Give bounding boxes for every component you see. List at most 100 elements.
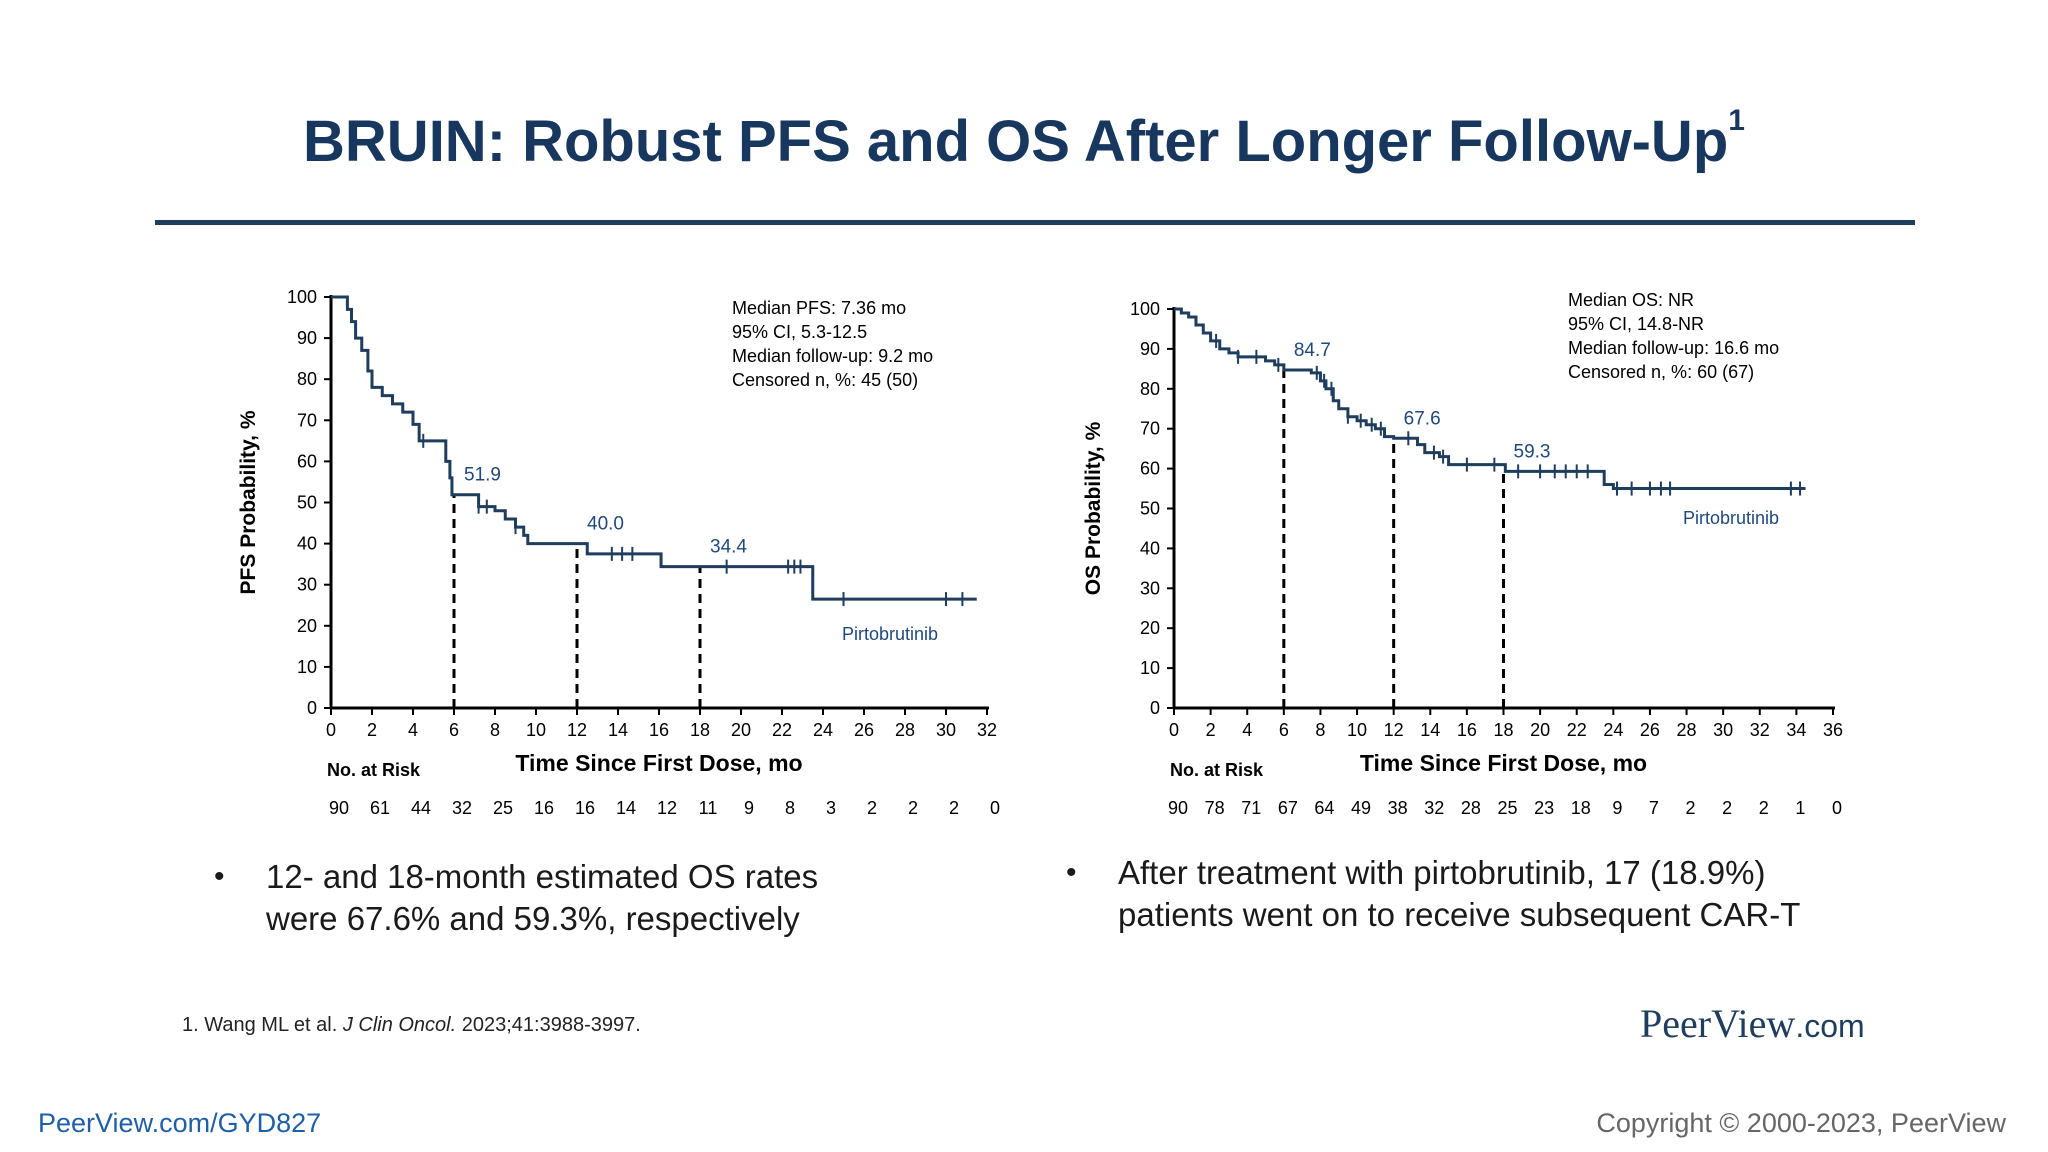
x-tick-label: 10: [1347, 720, 1367, 740]
peerview-logo: PeerView.com: [1640, 1000, 1865, 1047]
at-risk-count: 71: [1241, 798, 1261, 818]
x-tick-label: 36: [1823, 720, 1843, 740]
bullet-dot: •: [1066, 856, 1077, 889]
footnote-journal: J Clin Oncol.: [342, 1014, 457, 1036]
y-tick-label: 100: [287, 287, 317, 307]
at-risk-count: 67: [1278, 798, 1298, 818]
at-risk-count: 32: [452, 798, 472, 818]
stats-line: 95% CI, 14.8-NR: [1568, 314, 1704, 334]
at-risk-count: 2: [1686, 798, 1696, 818]
at-risk-count: 2: [1722, 798, 1732, 818]
y-tick-label: 20: [1140, 618, 1160, 638]
x-tick-label: 24: [1603, 720, 1623, 740]
at-risk-count: 64: [1314, 798, 1334, 818]
bullet-line: After treatment with pirtobrutinib, 17 (…: [1118, 854, 1766, 891]
x-tick-label: 12: [567, 720, 587, 740]
x-tick-label: 20: [1530, 720, 1550, 740]
y-tick-label: 30: [1140, 578, 1160, 598]
bullet-line: were 67.6% and 59.3%, respectively: [266, 900, 800, 937]
x-tick-label: 6: [1279, 720, 1289, 740]
at-risk-count: 18: [1571, 798, 1591, 818]
stats-line: Median follow-up: 16.6 mo: [1568, 338, 1779, 358]
y-tick-label: 50: [297, 493, 317, 513]
at-risk-count: 25: [1497, 798, 1517, 818]
at-risk-count: 28: [1461, 798, 1481, 818]
stats-line: Censored n, %: 45 (50): [732, 370, 918, 390]
x-tick-label: 28: [1677, 720, 1697, 740]
bottom-url-link[interactable]: PeerView.com/GYD827: [38, 1108, 322, 1138]
y-tick-label: 90: [1140, 339, 1160, 359]
at-risk-count: 8: [785, 798, 795, 818]
x-axis-label: Time Since First Dose, mo: [1360, 750, 1647, 776]
x-tick-label: 4: [408, 720, 418, 740]
bullet-dot: •: [214, 860, 225, 893]
at-risk-count: 0: [990, 798, 1000, 818]
at-risk-label: No. at Risk: [1170, 760, 1264, 780]
at-risk-count: 78: [1205, 798, 1225, 818]
at-risk-count: 3: [826, 798, 836, 818]
at-risk-count: 49: [1351, 798, 1371, 818]
y-tick-label: 80: [297, 369, 317, 389]
x-tick-label: 10: [526, 720, 546, 740]
x-tick-label: 30: [1713, 720, 1733, 740]
x-tick-label: 2: [367, 720, 377, 740]
x-tick-label: 18: [1493, 720, 1513, 740]
at-risk-count: 23: [1534, 798, 1554, 818]
at-risk-count: 2: [949, 798, 959, 818]
copyright-notice: Copyright © 2000-2023, PeerView: [1596, 1108, 2006, 1138]
landmark-value-label: 40.0: [587, 514, 624, 535]
y-axis-label: PFS Probability, %: [237, 410, 260, 594]
landmark-value-label: 34.4: [710, 537, 747, 558]
x-tick-label: 34: [1786, 720, 1806, 740]
y-tick-label: 40: [297, 534, 317, 554]
bullet-line: patients went on to receive subsequent C…: [1118, 896, 1801, 933]
bullet-car-t: • After treatment with pirtobrutinib, 17…: [1066, 852, 1801, 936]
title-divider: [155, 220, 1915, 225]
at-risk-label: No. at Risk: [327, 760, 421, 780]
at-risk-count: 61: [370, 798, 390, 818]
survival-curve: [331, 295, 977, 601]
x-tick-label: 12: [1384, 720, 1404, 740]
x-tick-label: 26: [854, 720, 874, 740]
x-tick-label: 22: [772, 720, 792, 740]
at-risk-count: 1: [1795, 798, 1805, 818]
logo-main: PeerView: [1640, 1001, 1796, 1046]
y-axis-label: OS Probability, %: [1082, 421, 1105, 595]
stats-line: Median follow-up: 9.2 mo: [732, 346, 933, 366]
x-tick-label: 14: [1420, 720, 1440, 740]
title-superscript: 1: [1728, 104, 1745, 137]
y-tick-label: 100: [1130, 299, 1160, 319]
stats-line: Median OS: NR: [1568, 290, 1694, 310]
reference-footnote: 1. Wang ML et al. J Clin Oncol. 2023;41:…: [182, 1014, 641, 1037]
at-risk-count: 2: [1759, 798, 1769, 818]
stats-line: Censored n, %: 60 (67): [1568, 362, 1754, 382]
x-tick-label: 0: [1169, 720, 1179, 740]
y-tick-label: 60: [297, 451, 317, 471]
x-tick-label: 16: [649, 720, 669, 740]
x-tick-label: 30: [936, 720, 956, 740]
at-risk-count: 16: [534, 798, 554, 818]
x-tick-label: 32: [977, 720, 997, 740]
stats-line: 95% CI, 5.3-12.5: [732, 322, 867, 342]
at-risk-count: 25: [493, 798, 513, 818]
y-tick-label: 90: [297, 328, 317, 348]
series-label: Pirtobrutinib: [842, 624, 938, 644]
x-tick-label: 4: [1242, 720, 1252, 740]
y-tick-label: 10: [1140, 658, 1160, 678]
at-risk-count: 16: [575, 798, 595, 818]
bullet-os-rates: • 12- and 18-month estimated OS rates we…: [214, 856, 819, 940]
at-risk-count: 7: [1649, 798, 1659, 818]
x-tick-label: 6: [449, 720, 459, 740]
footnote-prefix: 1. Wang ML et al.: [182, 1014, 343, 1036]
x-tick-label: 26: [1640, 720, 1660, 740]
stats-line: Median PFS: 7.36 mo: [732, 298, 906, 318]
footnote-suffix: 2023;41:3988-3997.: [456, 1014, 641, 1036]
slide-title: BRUIN: Robust PFS and OS After Longer Fo…: [0, 104, 2048, 175]
logo-suffix: .com: [1795, 1008, 1865, 1044]
y-tick-label: 70: [297, 410, 317, 430]
series-label: Pirtobrutinib: [1683, 508, 1779, 528]
x-tick-label: 22: [1567, 720, 1587, 740]
bullet-line: 12- and 18-month estimated OS rates: [266, 858, 819, 895]
